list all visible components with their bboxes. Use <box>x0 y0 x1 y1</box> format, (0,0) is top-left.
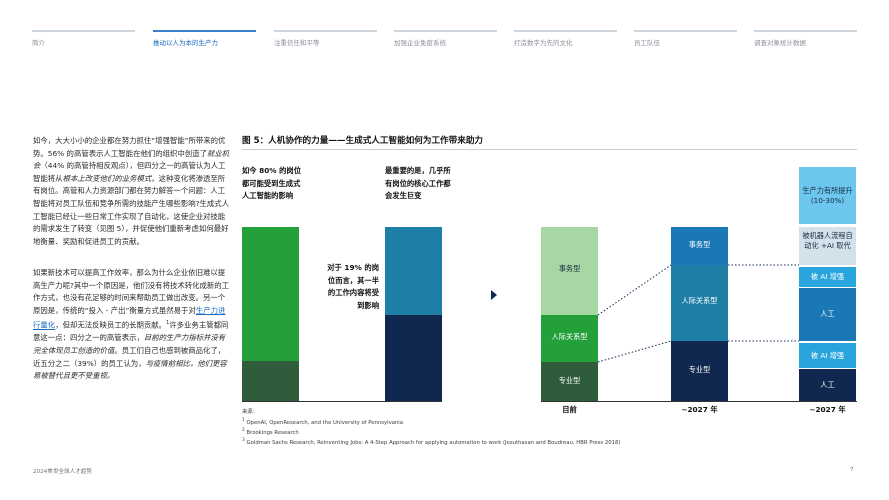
page-number: 7 <box>850 467 854 473</box>
connector-line <box>597 340 672 363</box>
segment-label: 人际关系型 <box>551 332 588 341</box>
nav-item-demographics[interactable]: 调查对象统计数据 <box>754 30 857 50</box>
segment-interpersonal-2027: 人际关系型 <box>671 265 728 341</box>
x-label-2027-a: ~2027 年 <box>681 405 718 414</box>
arrow-right-icon <box>491 290 497 300</box>
segment-human-2: 人工 <box>799 369 856 401</box>
segment-human-1: 人工 <box>799 288 856 341</box>
segment-label: 专业型 <box>688 365 711 374</box>
axis-line-right <box>541 401 857 402</box>
text-run: ，但却无法反映员工的长期贡献。 <box>55 320 167 330</box>
segment-label: 人工 <box>820 380 835 389</box>
segment-label: 专业型 <box>558 376 581 385</box>
bar-affected-80 <box>242 227 299 361</box>
body-paragraph-2: 如果新技术可以提高工作效率，那么为什么企业依旧难以提高生产力呢?其中一个原因是，… <box>33 267 230 383</box>
segment-label: 人际关系型 <box>681 296 718 305</box>
segment-interpersonal: 人际关系型 <box>541 315 598 362</box>
x-label-current: 目前 <box>562 405 577 414</box>
annotation-core-change: 最重要的是，几乎所有岗位的核心工作都会发生巨变 <box>385 166 451 201</box>
source-text: Goldman Sachs Research, Reinventing Jobs… <box>246 440 621 447</box>
source-text: Brookings Research <box>246 429 299 436</box>
text-run-italic: 目前的生产力指标并没有完全体现员工创造的价值 <box>33 333 226 356</box>
annotation-80-percent: 如今 80% 的岗位都可能受到生成式人工智能的影响 <box>242 166 302 201</box>
bar-base-right <box>385 315 442 401</box>
segment-label: 事务型 <box>558 264 581 273</box>
axis-line-left <box>242 401 442 402</box>
bar-base-left <box>242 361 299 401</box>
text-run: 。员工们自己也感到被商品化了，近五分之二（39%）的员工认为， <box>33 346 226 368</box>
segment-ai-enhanced-1: 被 AI 增强 <box>799 267 856 287</box>
source-1: 1 OpenAI, OpenResearch, and the Universi… <box>242 417 404 426</box>
text-run-italic: 与疫情前相比，他们更容易被替代且更不受重视。 <box>33 358 227 381</box>
figure-title: 图 5：人机协作的力量——生成式人工智能如何为工作带来助力 <box>242 136 484 146</box>
segment-label: 人工 <box>820 309 835 318</box>
segment-ai-enhanced-2: 被 AI 增强 <box>799 343 856 368</box>
text-run: 如今，大大小小的企业都在努力抓住“增强智能”所带来的优势。56% 的高管表示人工… <box>33 136 226 158</box>
segment-label: 被 AI 增强 <box>810 272 845 281</box>
segment-productivity-gain: 生产力有所提升 (10-30%) <box>799 167 856 224</box>
text-run: ，这种变化将渗透至所有岗位。高管和人力资源部门都在努力解答一个问题：人工智能将对… <box>33 173 230 246</box>
sources-label: 来源： <box>242 409 258 415</box>
figure-divider <box>242 149 857 150</box>
source-2: 2 Brookings Research <box>242 427 299 436</box>
bar-affected-19 <box>385 227 442 315</box>
nav-item-immune[interactable]: 加强企业免疫系统 <box>394 30 497 50</box>
figure-sources: 来源： 1 OpenAI, OpenResearch, and the Univ… <box>242 409 620 448</box>
source-text: OpenAI, OpenResearch, and the University… <box>246 419 404 426</box>
nav-item-workforce[interactable]: 员工队伍 <box>634 30 737 50</box>
footnote-ref: 1 <box>166 320 170 327</box>
text-run: 如果新技术可以提高工作效率，那么为什么企业依旧难以提高生产力呢?其中一个原因是，… <box>33 268 230 315</box>
segment-professional: 专业型 <box>541 362 598 401</box>
segment-label: 被 AI 增强 <box>810 351 845 360</box>
segment-label: 生产力有所提升 (10-30%) <box>802 186 853 205</box>
segment-label: 被机器人流程自动化 +AI 取代 <box>802 231 853 250</box>
body-paragraph-1: 如今，大大小小的企业都在努力抓住“增强智能”所带来的优势。56% 的高管表示人工… <box>33 135 230 248</box>
segment-professional-2027: 专业型 <box>671 341 728 401</box>
text-run: 许多业务主管都同意这一点：四分之一的高管表示， <box>33 320 229 343</box>
text-run-italic: 根本上改变他们的业务模式 <box>62 173 152 183</box>
text-run-italic: 就业机会 <box>33 148 230 171</box>
segment-clerical: 事务型 <box>541 227 598 315</box>
connector-line <box>597 264 672 316</box>
footer-title: 2024美世全球人才趋势 <box>33 469 92 475</box>
productivity-link[interactable]: 生产力进行量化 <box>33 305 226 330</box>
nav-item-productivity[interactable]: 推动以人为本的生产力 <box>153 30 256 50</box>
annotation-19-percent: 对于 19% 的岗位而言，其一半的工作内容将受到影响 <box>327 263 379 310</box>
segment-clerical-2027: 事务型 <box>671 227 728 265</box>
top-navigation: 简介 推动以人为本的生产力 注重信任和平等 加强企业免疫系统 打造数字为先的文化… <box>32 30 857 50</box>
nav-item-trust[interactable]: 注重信任和平等 <box>274 30 377 50</box>
segment-replaced: 被机器人流程自动化 +AI 取代 <box>799 227 856 265</box>
nav-item-digital[interactable]: 打造数字为先的文化 <box>514 30 617 50</box>
x-label-2027-b: ~2027 年 <box>809 405 846 414</box>
text-run: （44% 的高管持相反观点），但四分之一的高管认为人工智能将从 <box>33 161 226 183</box>
source-3: 3 Goldman Sachs Research, Reinventing Jo… <box>242 438 621 447</box>
nav-item-intro[interactable]: 简介 <box>32 30 135 50</box>
segment-label: 事务型 <box>688 240 711 249</box>
